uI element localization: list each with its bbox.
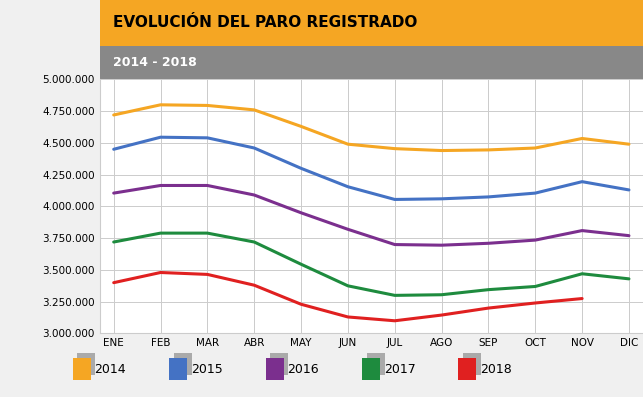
Text: 2014: 2014: [95, 363, 126, 376]
Text: EVOLUCIÓN DEL PARO REGISTRADO: EVOLUCIÓN DEL PARO REGISTRADO: [113, 15, 417, 30]
Text: 2015: 2015: [191, 363, 222, 376]
Text: 2018: 2018: [480, 363, 512, 376]
Text: 2017: 2017: [384, 363, 415, 376]
Text: 2014 - 2018: 2014 - 2018: [113, 56, 197, 69]
Text: 2016: 2016: [287, 363, 319, 376]
